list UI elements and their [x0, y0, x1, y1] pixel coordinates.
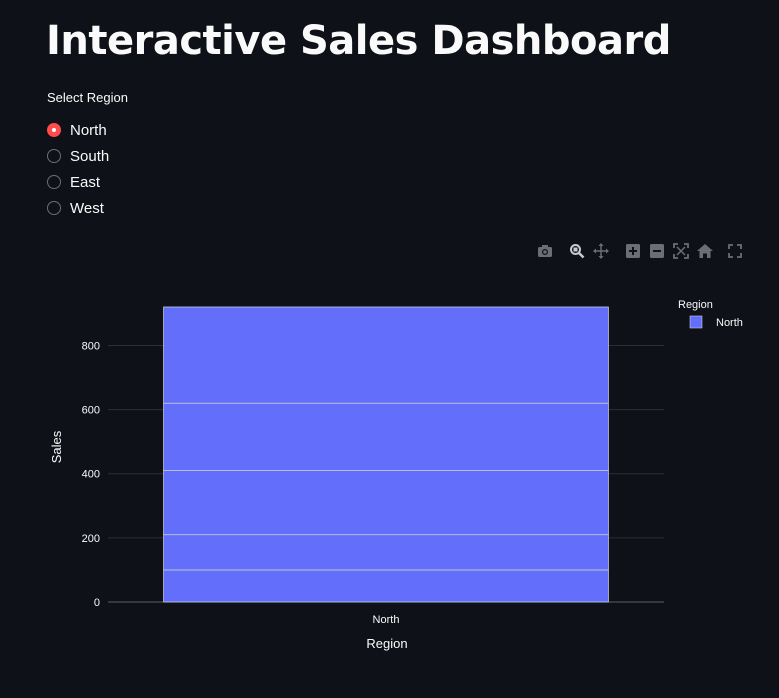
radio-option-north[interactable]: North [47, 117, 109, 143]
radio-option-west[interactable]: West [47, 195, 109, 221]
x-axis-title: Region [366, 636, 407, 651]
y-tick-label: 200 [82, 533, 100, 545]
radio-option-east[interactable]: East [47, 169, 109, 195]
region-radio-group: North South East West [47, 117, 109, 221]
bar-segment [163, 569, 609, 603]
radio-option-label: South [70, 147, 110, 165]
legend-entry-label: North [716, 317, 743, 329]
radio-option-label: East [70, 173, 101, 191]
autoscale-icon[interactable] [672, 242, 690, 260]
legend-title: Region [678, 299, 713, 311]
radio-button[interactable] [47, 201, 61, 215]
radio-button[interactable] [47, 149, 61, 163]
bar-segment [163, 534, 609, 571]
radio-option-label: West [70, 199, 104, 217]
y-tick-label: 600 [82, 405, 100, 417]
legend-swatch [689, 315, 703, 329]
y-tick-labels: 0 200 400 600 800 [82, 340, 100, 609]
bar-segment [163, 470, 609, 536]
zoom-in-icon[interactable] [624, 242, 642, 260]
camera-icon[interactable] [536, 242, 554, 260]
home-icon[interactable] [696, 242, 714, 260]
y-tick-label: 400 [82, 469, 100, 481]
y-axis-title: Sales [49, 430, 64, 463]
chart-modebar [536, 242, 746, 260]
zoom-out-icon[interactable] [648, 242, 666, 260]
legend: North [689, 315, 743, 329]
region-selector-label: Select Region [47, 90, 128, 105]
bar-segment [163, 402, 609, 471]
bar-segment [163, 306, 609, 404]
pan-icon[interactable] [592, 242, 610, 260]
x-tick-labels: North [373, 614, 400, 626]
radio-option-south[interactable]: South [47, 143, 109, 169]
fullscreen-icon[interactable] [726, 242, 744, 260]
y-tick-label: 0 [94, 597, 100, 609]
page-title: Interactive Sales Dashboard [46, 18, 671, 64]
x-tick-label: North [373, 614, 400, 626]
radio-button[interactable] [47, 175, 61, 189]
radio-option-label: North [70, 121, 107, 139]
zoom-icon[interactable] [568, 242, 586, 260]
y-tick-label: 800 [82, 340, 100, 352]
bar-layer [163, 306, 609, 603]
radio-button-selected[interactable] [47, 123, 61, 137]
